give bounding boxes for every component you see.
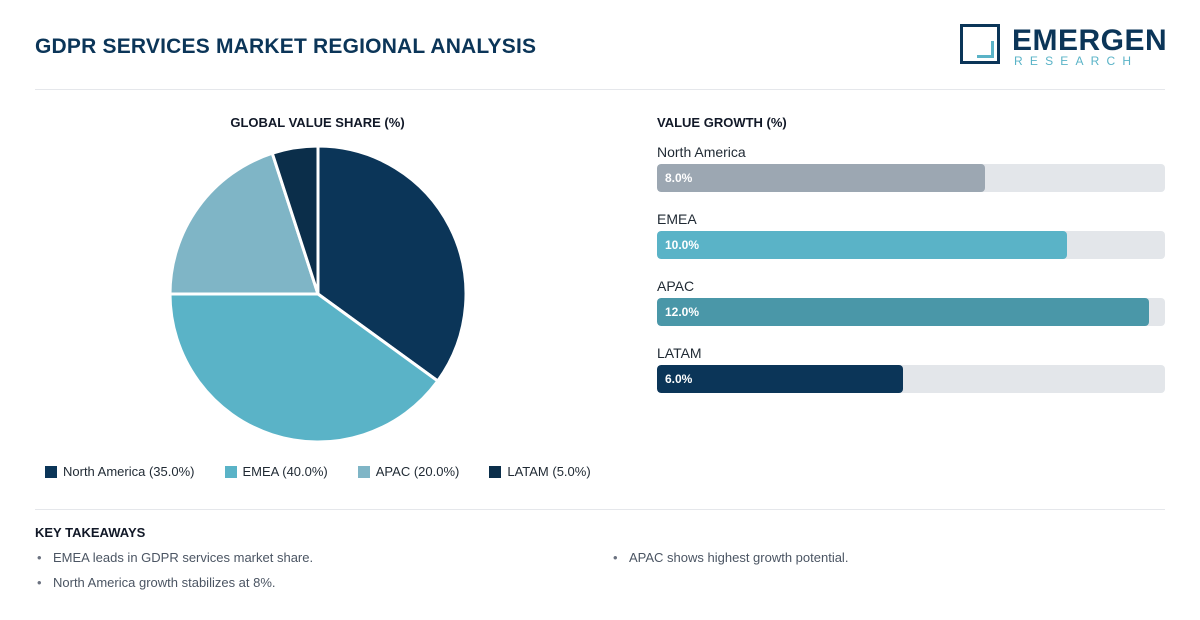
growth-bar-emea: EMEA 10.0% bbox=[657, 211, 1165, 259]
pie-slice-emea bbox=[168, 292, 440, 444]
value-share-pie-chart bbox=[168, 144, 468, 444]
bar-value-label: 10.0% bbox=[665, 238, 700, 252]
legend-swatch bbox=[489, 465, 502, 478]
growth-bar-latam: LATAM 6.0% bbox=[657, 345, 1165, 393]
legend-item-north-america: North America (35.0%) bbox=[45, 464, 195, 479]
bar-fill bbox=[657, 298, 1149, 326]
legend-swatch bbox=[224, 465, 237, 478]
pie-slice-latam bbox=[270, 144, 320, 295]
bar-fill bbox=[657, 365, 903, 393]
bar-fill bbox=[657, 164, 985, 192]
takeaway-item: APAC shows highest growth potential. bbox=[611, 550, 848, 565]
legend-label: APAC (20.0%) bbox=[375, 464, 460, 479]
legend-item-apac: APAC (20.0%) bbox=[357, 464, 460, 479]
bar-category-label: APAC bbox=[657, 278, 695, 294]
growth-bar-apac: APAC 12.0% bbox=[657, 278, 1165, 326]
section-divider bbox=[35, 509, 1165, 510]
bar-value-label: 6.0% bbox=[665, 372, 693, 386]
header: GDPR SERVICES MARKET REGIONAL ANALYSIS E… bbox=[35, 0, 1167, 90]
legend-label: LATAM (5.0%) bbox=[507, 464, 591, 479]
bar-track: 6.0% bbox=[657, 365, 1165, 393]
growth-bar-north-america: North America 8.0% bbox=[657, 144, 1165, 192]
legend-item-latam: LATAM (5.0%) bbox=[489, 464, 591, 479]
logo-sub-text: RESEARCH bbox=[1014, 54, 1139, 68]
takeaway-item: North America growth stabilizes at 8%. bbox=[35, 575, 276, 590]
logo-main-text: EMERGEN bbox=[1012, 24, 1168, 57]
legend-label: EMEA (40.0%) bbox=[242, 464, 328, 479]
legend-swatch bbox=[357, 465, 370, 478]
pie-slice-apac bbox=[168, 151, 321, 296]
growth-chart-title: VALUE GROWTH (%) bbox=[657, 115, 787, 130]
legend-swatch bbox=[45, 465, 57, 478]
legend-label: North America (35.0%) bbox=[63, 464, 195, 479]
bar-value-label: 8.0% bbox=[665, 171, 693, 185]
emergen-research-logo: EMERGEN RESEARCH bbox=[960, 24, 1167, 70]
bar-track: 12.0% bbox=[657, 298, 1165, 326]
bar-value-label: 12.0% bbox=[665, 305, 700, 319]
legend-item-emea: EMEA (40.0%) bbox=[224, 464, 328, 479]
logo-mark-icon bbox=[960, 24, 1000, 64]
bar-category-label: North America bbox=[657, 144, 746, 160]
bar-track: 10.0% bbox=[657, 231, 1165, 259]
pie-chart-title: GLOBAL VALUE SHARE (%) bbox=[230, 115, 405, 130]
takeaway-item: EMEA leads in GDPR services market share… bbox=[35, 550, 313, 565]
key-takeaways-title: KEY TAKEAWAYS bbox=[35, 525, 146, 540]
page-title: GDPR SERVICES MARKET REGIONAL ANALYSIS bbox=[35, 35, 537, 58]
bar-category-label: EMEA bbox=[657, 211, 697, 227]
pie-slice-north-america bbox=[316, 144, 468, 384]
bar-category-label: LATAM bbox=[657, 345, 702, 361]
bar-fill bbox=[657, 231, 1067, 259]
pie-legend: North America (35.0%) EMEA (40.0%) APAC … bbox=[45, 464, 591, 479]
bar-track: 8.0% bbox=[657, 164, 1165, 192]
